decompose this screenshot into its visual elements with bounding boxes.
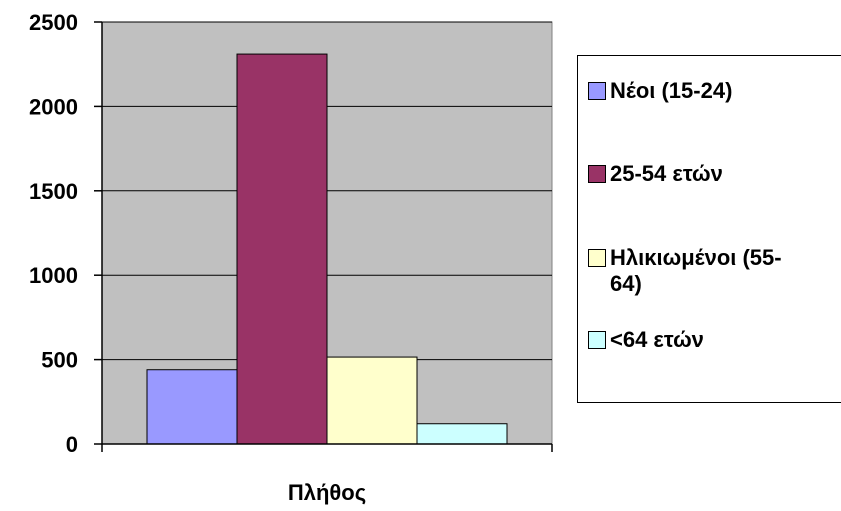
axes bbox=[94, 21, 553, 452]
legend-swatch-youth bbox=[588, 82, 606, 100]
x-category-label: Πλήθος bbox=[288, 480, 366, 505]
legend-item-youth: Νέοι (15-24) bbox=[588, 78, 841, 104]
legend-label-elderly-line2: 64) bbox=[610, 271, 642, 296]
y-tick-label: 2500 bbox=[29, 10, 78, 35]
legend-item-elderly: Ηλικιωμένοι (55- 64) bbox=[588, 245, 841, 297]
y-tick-label: 0 bbox=[66, 432, 78, 457]
legend: Νέοι (15-24) 25-54 ετών Ηλικιωμένοι (55-… bbox=[577, 55, 841, 403]
legend-swatch-over64 bbox=[588, 331, 606, 349]
y-tick-label: 1500 bbox=[29, 179, 78, 204]
bar-1 bbox=[236, 53, 328, 445]
legend-swatch-25-54 bbox=[588, 165, 606, 183]
bar-3 bbox=[416, 423, 508, 445]
legend-label-youth: Νέοι (15-24) bbox=[610, 78, 733, 103]
bar-0 bbox=[146, 369, 238, 445]
legend-item-over64: <64 ετών bbox=[588, 327, 841, 353]
legend-swatch-elderly bbox=[588, 249, 606, 267]
legend-label-elderly: Ηλικιωμένοι (55- 64) bbox=[610, 245, 841, 297]
y-tick-label: 2000 bbox=[29, 94, 78, 119]
bars bbox=[146, 53, 508, 445]
legend-label-elderly-line1: Ηλικιωμένοι (55- bbox=[610, 245, 782, 270]
y-tick-label: 500 bbox=[41, 348, 78, 373]
bar-2 bbox=[326, 356, 418, 445]
y-tick-labels: 0 500 1000 1500 2000 2500 bbox=[29, 10, 78, 457]
legend-label-25-54: 25-54 ετών bbox=[610, 161, 723, 186]
legend-item-25-54: 25-54 ετών bbox=[588, 161, 841, 187]
y-tick-label: 1000 bbox=[29, 263, 78, 288]
legend-label-over64: <64 ετών bbox=[610, 327, 704, 352]
